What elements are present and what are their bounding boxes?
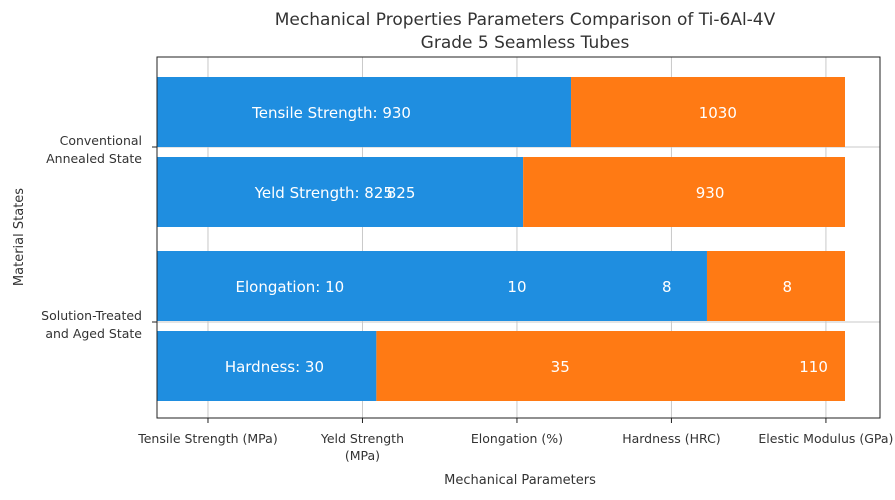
bar-labels: Tensile Strength: 930 1030 Yeld Strength: … xyxy=(225,104,828,376)
bar-segment-orange xyxy=(376,331,845,401)
bar-segment-orange xyxy=(523,157,845,227)
y-group-label: Conventional xyxy=(60,133,142,148)
chart-title-line2: Grade 5 Seamless Tubes xyxy=(421,33,630,53)
x-tick-label: Elestic Modulus (GPa) xyxy=(758,431,893,446)
bar-value-label: Elongation: 10 xyxy=(236,278,345,296)
x-tick-label: Tensile Strength (MPa) xyxy=(137,431,277,446)
bar-value-label: 8 xyxy=(662,278,672,296)
bar-value-label: 825 xyxy=(387,184,416,202)
bar-value-label: 10 xyxy=(507,278,526,296)
x-ticks: Tensile Strength (MPa) Yeld Strength (MPa)… xyxy=(137,418,893,463)
x-tick-label: Elongation (%) xyxy=(471,431,563,446)
x-axis-label: Mechanical Parameters xyxy=(444,473,596,488)
chart-title-line1: Mechanical Properties Parameters Compari… xyxy=(275,10,776,30)
bar-segment-blue xyxy=(157,77,572,147)
bars xyxy=(157,77,845,401)
bar-value-label: 35 xyxy=(551,358,570,376)
bar-value-label: Tensile Strength: 930 xyxy=(251,104,411,122)
x-tick-label: (MPa) xyxy=(345,448,380,463)
bar-segment-blue xyxy=(157,157,524,227)
bar-value-label: Hardness: 30 xyxy=(225,358,324,376)
bar-value-label: 1030 xyxy=(699,104,737,122)
bar-value-label: 110 xyxy=(799,358,828,376)
y-axis-label: Material States xyxy=(12,188,27,286)
bar-segment-orange xyxy=(571,77,845,147)
y-group-label: Solution-Treated xyxy=(41,308,142,323)
bar-segment-orange xyxy=(706,251,845,321)
bar-segment-blue xyxy=(157,331,377,401)
y-group-labels: Conventional Annealed State Solution-Treat… xyxy=(41,133,157,341)
bar-value-label: 8 xyxy=(783,278,793,296)
x-tick-label: Hardness (HRC) xyxy=(622,431,720,446)
y-group-label: Annealed State xyxy=(46,151,142,166)
y-group-label: and Aged State xyxy=(45,326,142,341)
plot-frame xyxy=(156,56,881,419)
bar-segment-blue xyxy=(157,251,707,321)
bar-value-label: Yeld Strength: 825 xyxy=(254,184,393,202)
x-tick-label: Yeld Strength xyxy=(320,431,404,446)
bar-value-label: 930 xyxy=(696,184,725,202)
